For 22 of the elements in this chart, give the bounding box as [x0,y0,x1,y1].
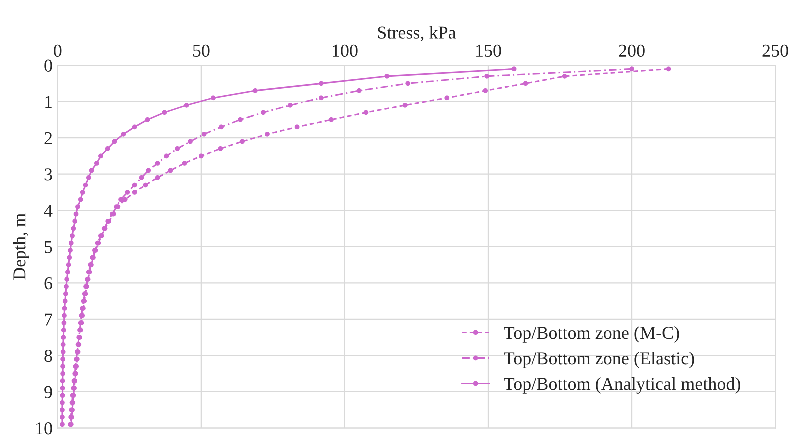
legend-label: Top/Bottom zone (M-C) [504,326,680,343]
y-tick-label: 4 [44,205,53,217]
y-tick-label: 5 [45,241,52,254]
x-tick-label: 0 [54,44,62,58]
legend-label: Top/Bottom (Analytical method) [504,378,740,394]
y-tick-label: 7 [45,314,53,326]
y-tick-label: 10 [36,422,52,435]
x-tick-label: 250 [762,44,788,58]
x-tick-label: 200 [619,44,645,58]
y-tick-label: 8 [44,350,52,362]
y-tick-label: 0 [44,60,52,72]
x-tick-label: 50 [193,44,210,58]
y-tick-label: 6 [44,277,52,290]
x-tick-label: 150 [476,44,502,58]
y-tick-label: 2 [44,132,52,144]
y-tick-label: 1 [46,96,52,108]
y-axis-title: Depth, m [13,214,30,280]
y-tick-label: 9 [44,386,52,398]
legend-label: Top/Bottom zone (Elastic) [504,352,694,368]
x-tick-label: 100 [333,44,358,58]
x-axis-title: Stress, kPa [378,26,456,42]
y-tick-label: 3 [44,168,52,181]
